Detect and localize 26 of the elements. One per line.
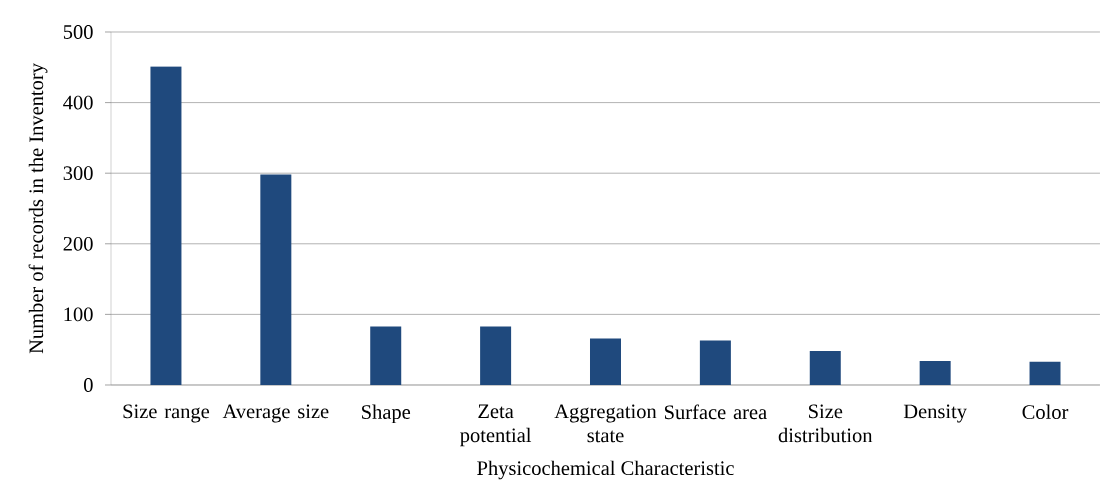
bar	[590, 338, 621, 385]
x-tick-label: Density	[903, 404, 967, 423]
bar	[1029, 361, 1061, 385]
x-tick-label: Zeta potential	[460, 404, 532, 447]
bar	[699, 340, 731, 385]
y-tick-label: 0	[84, 378, 93, 392]
x-axis-title: Physicochemical Characteristic	[477, 460, 734, 480]
x-tick-label: Size range	[123, 404, 210, 423]
x-tick-label: Color	[1022, 404, 1069, 419]
y-tick-label: 500	[63, 25, 93, 39]
x-tick-label: Size distribution	[778, 404, 873, 443]
bar	[480, 326, 512, 385]
bar	[809, 351, 841, 385]
x-tick-label: Shape	[362, 404, 411, 424]
bar	[150, 66, 182, 385]
y-tick-label: 300	[63, 166, 93, 181]
y-tick-label: 200	[63, 236, 93, 251]
bar	[370, 326, 402, 385]
y-axis-title: Number of records in the Inventory	[28, 63, 48, 354]
x-tick-label: Average size	[222, 404, 329, 423]
x-tick-label: Aggregation state	[554, 404, 657, 443]
bar	[919, 360, 951, 385]
y-tick-label: 400	[63, 95, 93, 110]
x-tick-label: Surface area	[664, 404, 767, 420]
bar	[260, 174, 292, 385]
y-tick-label: 100	[64, 307, 93, 322]
